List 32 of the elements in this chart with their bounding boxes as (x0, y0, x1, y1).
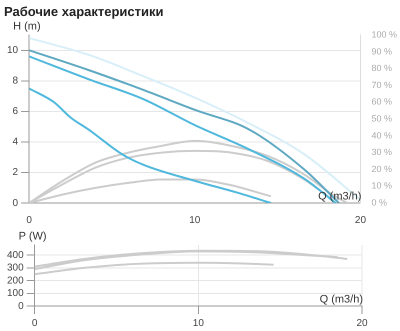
y-tick-label: 200 (6, 275, 24, 286)
y-tick-label: 0 (18, 300, 24, 312)
y2-tick-label: 70 % (371, 80, 392, 90)
y2-tick-label: 60 % (371, 96, 392, 107)
y2-tick-label: 40 % (371, 130, 392, 140)
x-tick-label: 20 (354, 214, 366, 226)
y-tick-label: 10 (7, 45, 19, 56)
y-tick-label: 4 (12, 136, 19, 148)
chart-title: Рабочие характеристики (3, 3, 165, 19)
y-tick-label: 300 (6, 262, 24, 274)
y2-tick-label: 20 % (371, 164, 392, 174)
y2-tick-label: 0 % (371, 197, 387, 208)
y-tick-label: 0 (12, 198, 19, 209)
x-tick-label: 0 (32, 318, 38, 329)
x-tick-label: 10 (192, 318, 204, 329)
y2-tick-label: 80 % (371, 63, 392, 74)
y2-tick-label: 10 % (371, 180, 392, 191)
y-tick-label: 6 (12, 106, 19, 118)
y-tick-label: 2 (12, 167, 19, 178)
y-tick-label: 100 (6, 288, 24, 300)
x-axis-title: Q (m3/h) (320, 294, 363, 306)
x-tick-label: 20 (356, 318, 368, 329)
y2-tick-label: 50 % (371, 113, 392, 124)
y-tick-label: 8 (12, 76, 19, 87)
y-axis-title: H (m) (13, 20, 41, 33)
y2-tick-label: 90 % (371, 46, 392, 56)
y-axis-title: P (W) (18, 230, 47, 243)
y2-tick-label: 100 % (371, 29, 398, 40)
y-tick-label: 400 (6, 250, 24, 261)
y2-tick-label: 30 % (371, 147, 392, 158)
x-tick-label: 0 (26, 214, 32, 226)
x-tick-label: 10 (189, 214, 201, 226)
